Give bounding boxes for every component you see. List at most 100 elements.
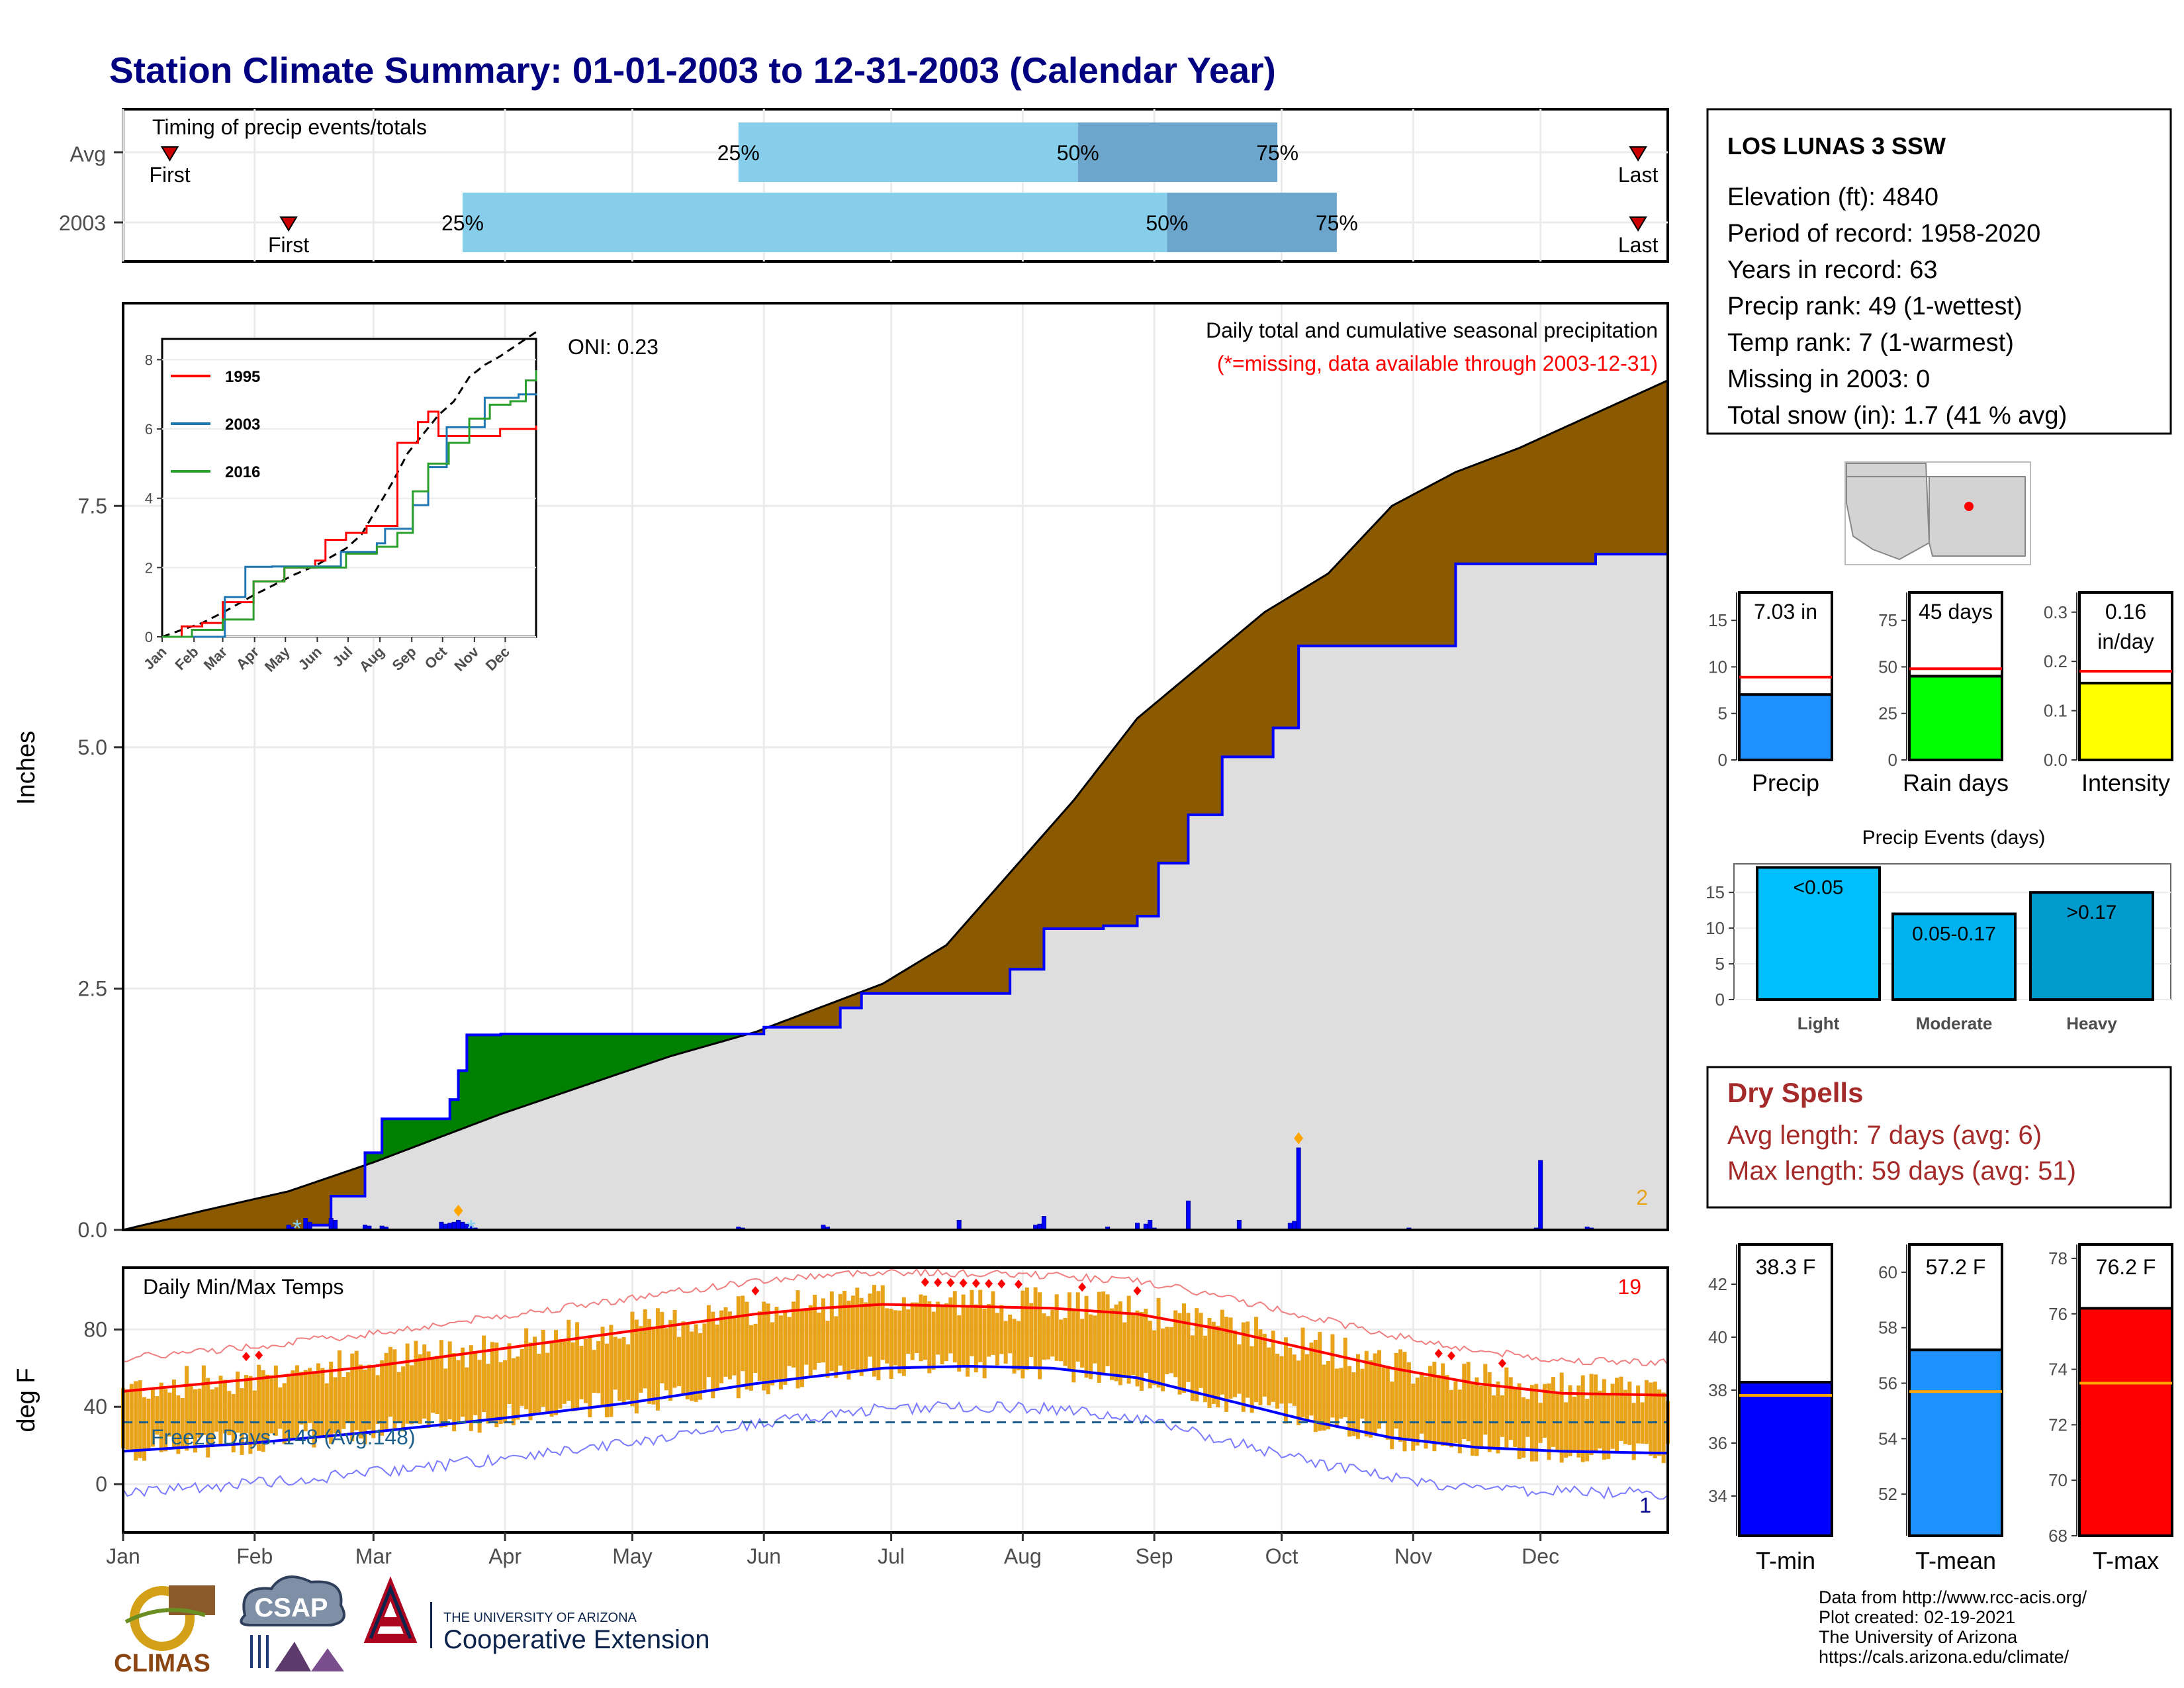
daily-temp-bar [1110,1308,1115,1380]
daily-temp-bar [1139,1311,1144,1391]
daily-temp-bar [1394,1352,1398,1429]
daily-temp-bar [363,1369,367,1444]
daily-temp-bar [1475,1377,1479,1456]
daily-temp-bar [418,1354,422,1424]
daily-temp-bar [257,1364,261,1451]
summary-ytick-label: 75 [1878,610,1897,630]
daily-temp-bar [278,1387,283,1429]
timing-label-50: 50% [1057,141,1099,165]
daily-temp-bar [592,1350,596,1393]
timing-marker-label: Last [1618,233,1659,257]
summary-ytick-label: 0 [1888,750,1897,770]
daily-temp-bar [766,1303,770,1395]
daily-temp-bar [312,1371,316,1448]
daily-temp-bar [206,1378,210,1458]
daily-temp-bar [1144,1309,1148,1374]
tbar-t-min [1738,1381,1833,1537]
daily-temp-bar [859,1297,864,1376]
daily-temp-bar [872,1285,876,1377]
daily-temp-bar [1288,1348,1293,1404]
precip-events-chart: Precip Events (days) 0 5 10 15 <0.05 Light 0.05… [1706,827,2171,1033]
snow-marker: * [293,1215,302,1242]
daily-temp-bar [1636,1385,1641,1444]
daily-temp-bar [1330,1334,1335,1418]
daily-temp-bar [1351,1372,1356,1436]
daily-temp-bar [970,1289,974,1356]
tbar-name: T-max [2093,1547,2159,1574]
summary-name: Precip [1752,769,1819,796]
daily-temp-bar [1165,1327,1169,1375]
daily-temp-bar [1101,1291,1106,1374]
oni-label: ONI: 0.23 [568,335,659,359]
daily-temp-bar [817,1312,821,1363]
daily-temp-bar [749,1325,753,1391]
daily-temp-bar [940,1305,944,1365]
summary-value-label: 45 days [1919,600,1993,624]
tbar-t-max [2078,1307,2173,1538]
daily-temp-bar [1453,1381,1458,1443]
daily-precip-bar [1185,1200,1191,1231]
daily-temp-bar [422,1344,427,1419]
precip-ytick-label: 7.5 [78,494,107,518]
station-info-line: Temp rank: 7 (1-warmest) [1727,329,2014,357]
record-high-marker [997,1279,1006,1289]
station-info-line: Period of record: 1958-2020 [1727,220,2040,248]
daily-temp-bar [1075,1292,1080,1362]
daily-temp-bar [774,1307,779,1380]
daily-temp-bar [1471,1382,1475,1456]
daily-temp-bar [804,1308,809,1365]
daily-temp-bar [371,1366,376,1438]
daily-temp-bar [150,1387,155,1447]
daily-temp-bar [189,1383,193,1437]
summary-ytick-label: 10 [1708,657,1727,677]
daily-temp-bar [248,1376,253,1454]
daily-temp-bar [1347,1366,1352,1437]
csap-logo: CSAP [240,1575,345,1671]
record-high-marker [1447,1351,1455,1361]
daily-temp-bar [753,1323,758,1374]
event-range-label: >0.17 [2067,902,2117,923]
daily-temp-bar [1029,1303,1034,1358]
daily-precip-bar [956,1219,962,1231]
credits: Data from http://www.rcc-acis.org/ Plot … [1819,1587,2087,1667]
summary-name: Intensity [2081,769,2170,796]
daily-temp-bar [494,1342,499,1427]
daily-temp-bar [1411,1383,1416,1451]
timing-label-50: 50% [1146,211,1188,235]
tbar-ytick-label: 54 [1878,1429,1897,1448]
daily-temp-bar [1543,1383,1547,1438]
event-range-label: <0.05 [1794,876,1844,898]
daily-temp-bar [706,1305,711,1378]
daily-temp-bar [821,1298,825,1363]
daily-temp-bar [1483,1364,1488,1435]
month-xtick-label: Feb [236,1544,273,1568]
daily-temp-bar [482,1335,486,1413]
daily-temp-bar [291,1370,295,1440]
daily-temp-bar [1250,1346,1254,1413]
daily-temp-bar [783,1311,788,1385]
daily-temp-bar [1021,1290,1025,1379]
daily-temp-bar [1373,1353,1377,1435]
daily-temp-bar [727,1311,732,1380]
daily-temp-bar [1012,1319,1017,1374]
daily-temp-bar [1661,1392,1666,1464]
daily-temp-bar [1024,1288,1029,1370]
daily-temp-bar [1496,1382,1500,1454]
daily-temp-bar [1292,1354,1297,1406]
event-name: Light [1797,1013,1840,1033]
daily-temp-bar [443,1368,448,1427]
daily-temp-bar [1517,1383,1522,1460]
summary-ytick-label: 0.1 [2044,701,2068,721]
daily-temp-bar [1050,1309,1055,1357]
daily-temp-bar [252,1390,257,1446]
daily-temp-bar [702,1323,707,1390]
daily-temp-bar [1084,1295,1089,1378]
daily-precip-bar [328,1218,334,1231]
daily-temp-bar [295,1365,299,1438]
daily-temp-bar [1318,1332,1322,1431]
daily-temp-bar [741,1295,745,1372]
daily-temp-bar [1657,1389,1662,1456]
daily-temp-bar [1428,1366,1432,1441]
daily-temp-bar [1580,1375,1585,1462]
